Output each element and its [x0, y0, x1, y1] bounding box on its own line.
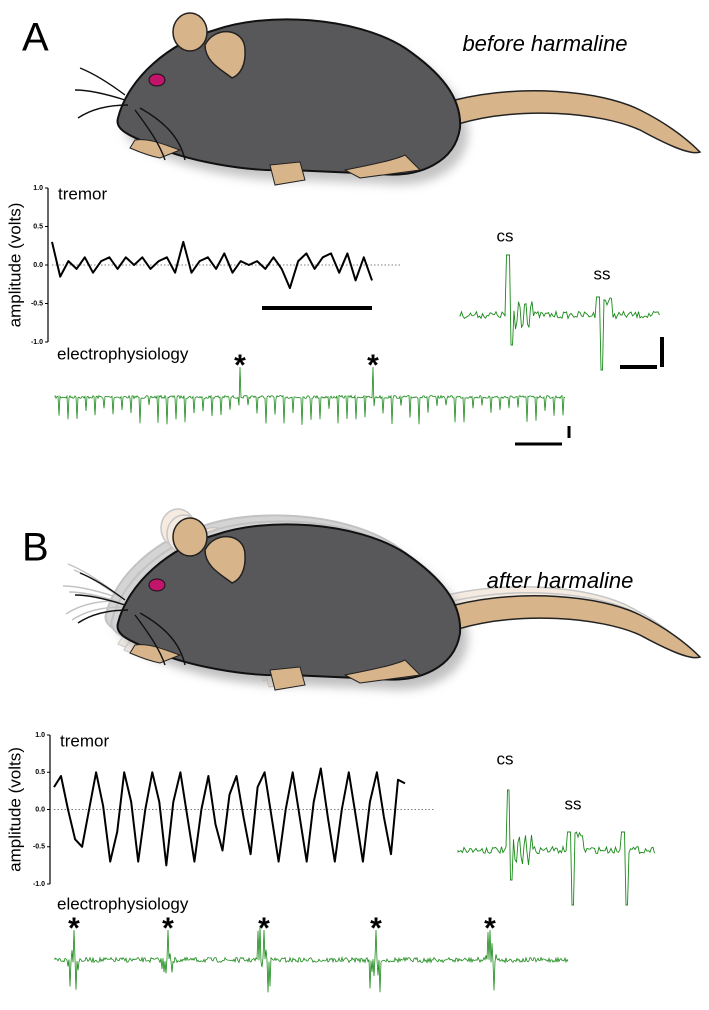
- spike-waveform: [457, 789, 655, 906]
- y-tick-label: 0.5: [33, 223, 43, 230]
- spike-waveform: [459, 254, 660, 371]
- ephys-trace: [54, 366, 566, 425]
- tremor-line: [53, 767, 406, 867]
- spike-label: ss: [594, 264, 611, 283]
- asterisk: *: [68, 912, 80, 945]
- asterisk: *: [162, 912, 174, 945]
- series-label: tremor: [60, 731, 109, 750]
- y-tick-label: -1.0: [31, 339, 43, 346]
- y-tick-label: 0.5: [35, 769, 45, 776]
- ephys-trace: [54, 926, 569, 993]
- y-tick-label: 1.0: [35, 732, 45, 739]
- asterisk: *: [484, 912, 496, 945]
- ephys-label: electrophysiology: [57, 894, 189, 913]
- asterisk: *: [234, 349, 246, 382]
- y-tick-label: -1.0: [33, 881, 45, 888]
- asterisk: *: [367, 349, 379, 382]
- panel-label: A: [22, 16, 49, 60]
- y-tick-label: 0.0: [33, 262, 43, 269]
- y-tick-label: 0.0: [35, 806, 45, 813]
- spike-label: cs: [497, 226, 514, 245]
- asterisk: *: [370, 912, 382, 945]
- y-axis-label: amplitude (volts): [5, 203, 24, 328]
- y-tick-label: 1.0: [33, 185, 43, 192]
- y-axis-label: amplitude (volts): [5, 747, 24, 872]
- tremor-line: [51, 240, 373, 290]
- condition-title: after harmaline: [487, 568, 634, 593]
- condition-title: before harmaline: [462, 31, 627, 56]
- asterisk: *: [258, 912, 270, 945]
- spike-label: ss: [565, 794, 582, 813]
- ephys-label: electrophysiology: [57, 344, 189, 363]
- scale-bars: [262, 306, 664, 446]
- panel-label: B: [22, 526, 49, 570]
- series-label: tremor: [58, 184, 107, 203]
- spike-label: cs: [497, 749, 514, 768]
- y-tick-label: -0.5: [33, 844, 45, 851]
- y-tick-label: -0.5: [31, 300, 43, 307]
